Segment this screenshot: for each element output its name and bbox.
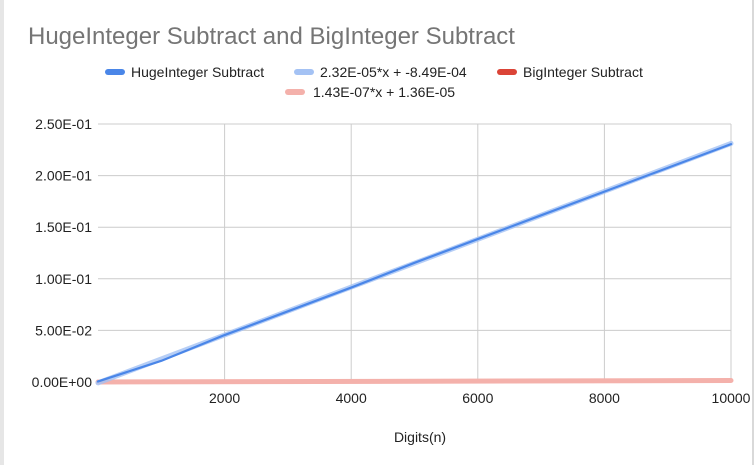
- right-border: [752, 0, 754, 465]
- y-tick-label: 2.50E-01: [35, 116, 92, 132]
- y-tick-label: 5.00E-02: [35, 322, 92, 338]
- legend-item-big-trendline: 1.43E-07*x + 1.36E-05: [285, 84, 455, 100]
- legend: HugeInteger Subtract 2.32E-05*x + -8.49E…: [105, 64, 643, 100]
- y-tick-label: 1.50E-01: [35, 219, 92, 235]
- x-axis-labels: 2000 4000 6000 8000 10000: [209, 390, 751, 406]
- legend-label-big-trendline: 1.43E-07*x + 1.36E-05: [313, 84, 455, 100]
- legend-label-huge-trendline: 2.32E-05*x + -8.49E-04: [320, 64, 467, 80]
- x-tick-label: 10000: [712, 390, 751, 406]
- series-layer: [95, 140, 734, 386]
- chart-title: HugeInteger Subtract and BigInteger Subt…: [28, 23, 515, 50]
- legend-item-hugeinteger-subtract: HugeInteger Subtract: [105, 64, 264, 80]
- x-tick-label: 6000: [462, 390, 493, 406]
- legend-item-biginteger-subtract: BigInteger Subtract: [497, 64, 643, 80]
- x-axis-title: Digits(n): [394, 429, 446, 445]
- series-line-hugeinteger-subtract: [96, 143, 733, 383]
- legend-swatch-huge-trendline: [294, 69, 314, 75]
- y-tick-label: 0.00E+00: [32, 374, 93, 390]
- y-axis-labels: 0.00E+00 5.00E-02 1.00E-01 1.50E-01 2.00E-01…: [32, 116, 93, 390]
- legend-label-biginteger-subtract: BigInteger Subtract: [523, 64, 643, 80]
- y-tick-label: 2.00E-01: [35, 168, 92, 184]
- x-tick-label: 2000: [209, 390, 240, 406]
- plot-grid: [98, 123, 732, 383]
- left-border: [0, 0, 4, 465]
- y-tick-label: 1.00E-01: [35, 271, 92, 287]
- x-tick-label: 8000: [589, 390, 620, 406]
- legend-label-hugeinteger-subtract: HugeInteger Subtract: [131, 64, 264, 80]
- legend-swatch-hugeinteger-subtract: [105, 69, 125, 75]
- legend-item-huge-trendline: 2.32E-05*x + -8.49E-04: [294, 64, 467, 80]
- legend-swatch-big-trendline: [285, 89, 305, 95]
- series-line-1-43e-07-x-1-36e-05: [95, 378, 734, 385]
- x-tick-label: 4000: [336, 390, 367, 406]
- legend-swatch-biginteger-subtract: [497, 69, 517, 75]
